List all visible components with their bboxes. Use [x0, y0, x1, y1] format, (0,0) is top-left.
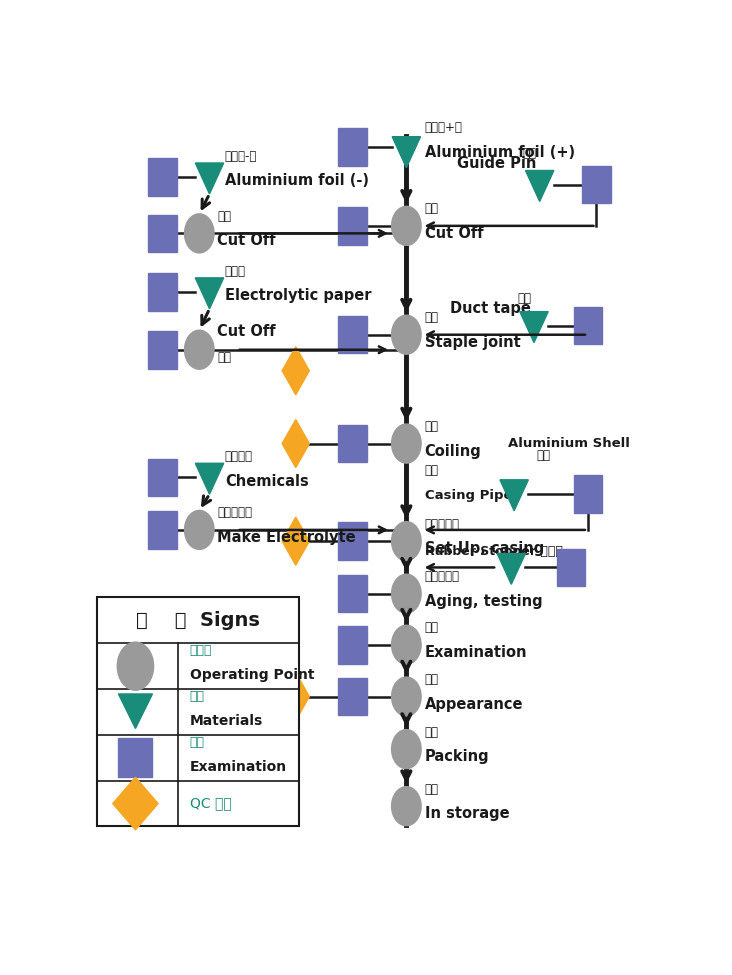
Text: Appearance: Appearance [425, 696, 523, 712]
Polygon shape [500, 480, 529, 511]
Bar [338, 523, 367, 560]
Text: Examination: Examination [425, 644, 527, 660]
Text: 检验: 检验 [425, 621, 438, 635]
Text: Staple joint: Staple joint [425, 334, 520, 350]
Polygon shape [195, 463, 224, 494]
Bar [338, 316, 367, 354]
Text: 电解纸: 电解纸 [225, 264, 246, 278]
Polygon shape [195, 278, 224, 309]
Circle shape [392, 424, 421, 463]
Polygon shape [526, 171, 554, 202]
Circle shape [392, 522, 421, 561]
Bar [338, 129, 367, 166]
Text: Duct tape: Duct tape [450, 301, 531, 316]
Bar [338, 425, 367, 462]
Text: 组立、套管: 组立、套管 [425, 518, 460, 530]
Bar [338, 626, 367, 664]
Text: Aging, testing: Aging, testing [425, 594, 542, 608]
Bar [338, 678, 367, 716]
Polygon shape [392, 136, 421, 168]
Bar [338, 207, 367, 245]
Text: Set Up, casing: Set Up, casing [425, 541, 544, 556]
Text: 检验: 检验 [190, 736, 205, 749]
Circle shape [392, 574, 421, 613]
Bar [148, 511, 176, 549]
Text: 卷绕: 卷绕 [425, 420, 438, 433]
Text: 外观: 外观 [425, 673, 438, 686]
Circle shape [392, 729, 421, 768]
Text: Operating Point: Operating Point [190, 669, 314, 682]
Text: 裁切: 裁切 [217, 351, 231, 365]
Text: Guide Pin: Guide Pin [458, 156, 537, 171]
Polygon shape [520, 312, 548, 342]
Text: QC 审核: QC 审核 [190, 797, 231, 810]
Circle shape [392, 207, 421, 246]
Text: 裁切: 裁切 [425, 203, 438, 215]
Text: 老化、测试: 老化、测试 [425, 570, 460, 583]
Circle shape [392, 677, 421, 716]
Text: 入库: 入库 [425, 783, 438, 796]
Text: Examination: Examination [190, 760, 287, 774]
Bar [148, 214, 176, 253]
Text: Make Electrolyte: Make Electrolyte [217, 530, 356, 545]
Circle shape [392, 787, 421, 826]
Text: 材料: 材料 [190, 690, 205, 703]
Text: Packing: Packing [425, 749, 489, 764]
Polygon shape [119, 694, 152, 728]
Bar [119, 738, 152, 777]
Text: 包装: 包装 [425, 725, 438, 739]
Polygon shape [497, 554, 526, 584]
Text: Coiling: Coiling [425, 444, 481, 458]
Circle shape [184, 331, 214, 370]
Text: Cut Off: Cut Off [425, 226, 483, 241]
Circle shape [117, 643, 154, 690]
Polygon shape [282, 517, 310, 565]
Text: 导针: 导针 [523, 147, 537, 160]
Bar [148, 331, 176, 369]
Bar [97, 598, 299, 827]
Text: 调制电解液: 调制电解液 [217, 506, 253, 520]
Polygon shape [282, 419, 310, 468]
Bar [148, 158, 176, 196]
Bar [557, 549, 585, 586]
Text: Aluminium foil (-): Aluminium foil (-) [225, 174, 369, 188]
Polygon shape [282, 673, 310, 721]
Text: 胶带: 胶带 [517, 292, 531, 304]
Text: 标    识  Signs: 标 识 Signs [136, 611, 260, 630]
Bar [338, 575, 367, 612]
Bar [148, 273, 176, 311]
Bar [574, 475, 602, 513]
Polygon shape [113, 777, 158, 830]
Circle shape [392, 625, 421, 664]
Text: Chemicals: Chemicals [225, 474, 309, 488]
Polygon shape [195, 163, 224, 194]
Bar [582, 166, 610, 204]
Text: In storage: In storage [425, 806, 509, 821]
Text: Materials: Materials [190, 715, 263, 728]
Bar [148, 458, 176, 496]
Text: 铝箔（-）: 铝箔（-） [225, 150, 257, 163]
Text: 裁切: 裁切 [217, 210, 231, 223]
Text: Cut Off: Cut Off [217, 325, 276, 339]
Polygon shape [282, 347, 310, 395]
Circle shape [184, 214, 214, 253]
Text: 铝壳: 铝壳 [537, 449, 551, 462]
Text: Electrolytic paper: Electrolytic paper [225, 289, 371, 303]
Text: 铝箔（+）: 铝箔（+） [425, 121, 463, 135]
Text: Casing Pipe: Casing Pipe [425, 489, 512, 502]
Text: Rubber Stopper 橡胶塞: Rubber Stopper 橡胶塞 [425, 545, 562, 559]
Text: 化学药品: 化学药品 [225, 450, 253, 463]
Text: Cut Off: Cut Off [217, 233, 276, 249]
Text: 套管: 套管 [425, 464, 438, 478]
Text: Aluminium foil (+): Aluminium foil (+) [425, 144, 575, 160]
Circle shape [184, 510, 214, 550]
Bar [574, 307, 602, 344]
Circle shape [392, 315, 421, 354]
Text: 操作点: 操作点 [190, 644, 212, 657]
Text: 钉接: 钉接 [425, 311, 438, 325]
Text: Aluminium Shell: Aluminium Shell [509, 438, 630, 450]
